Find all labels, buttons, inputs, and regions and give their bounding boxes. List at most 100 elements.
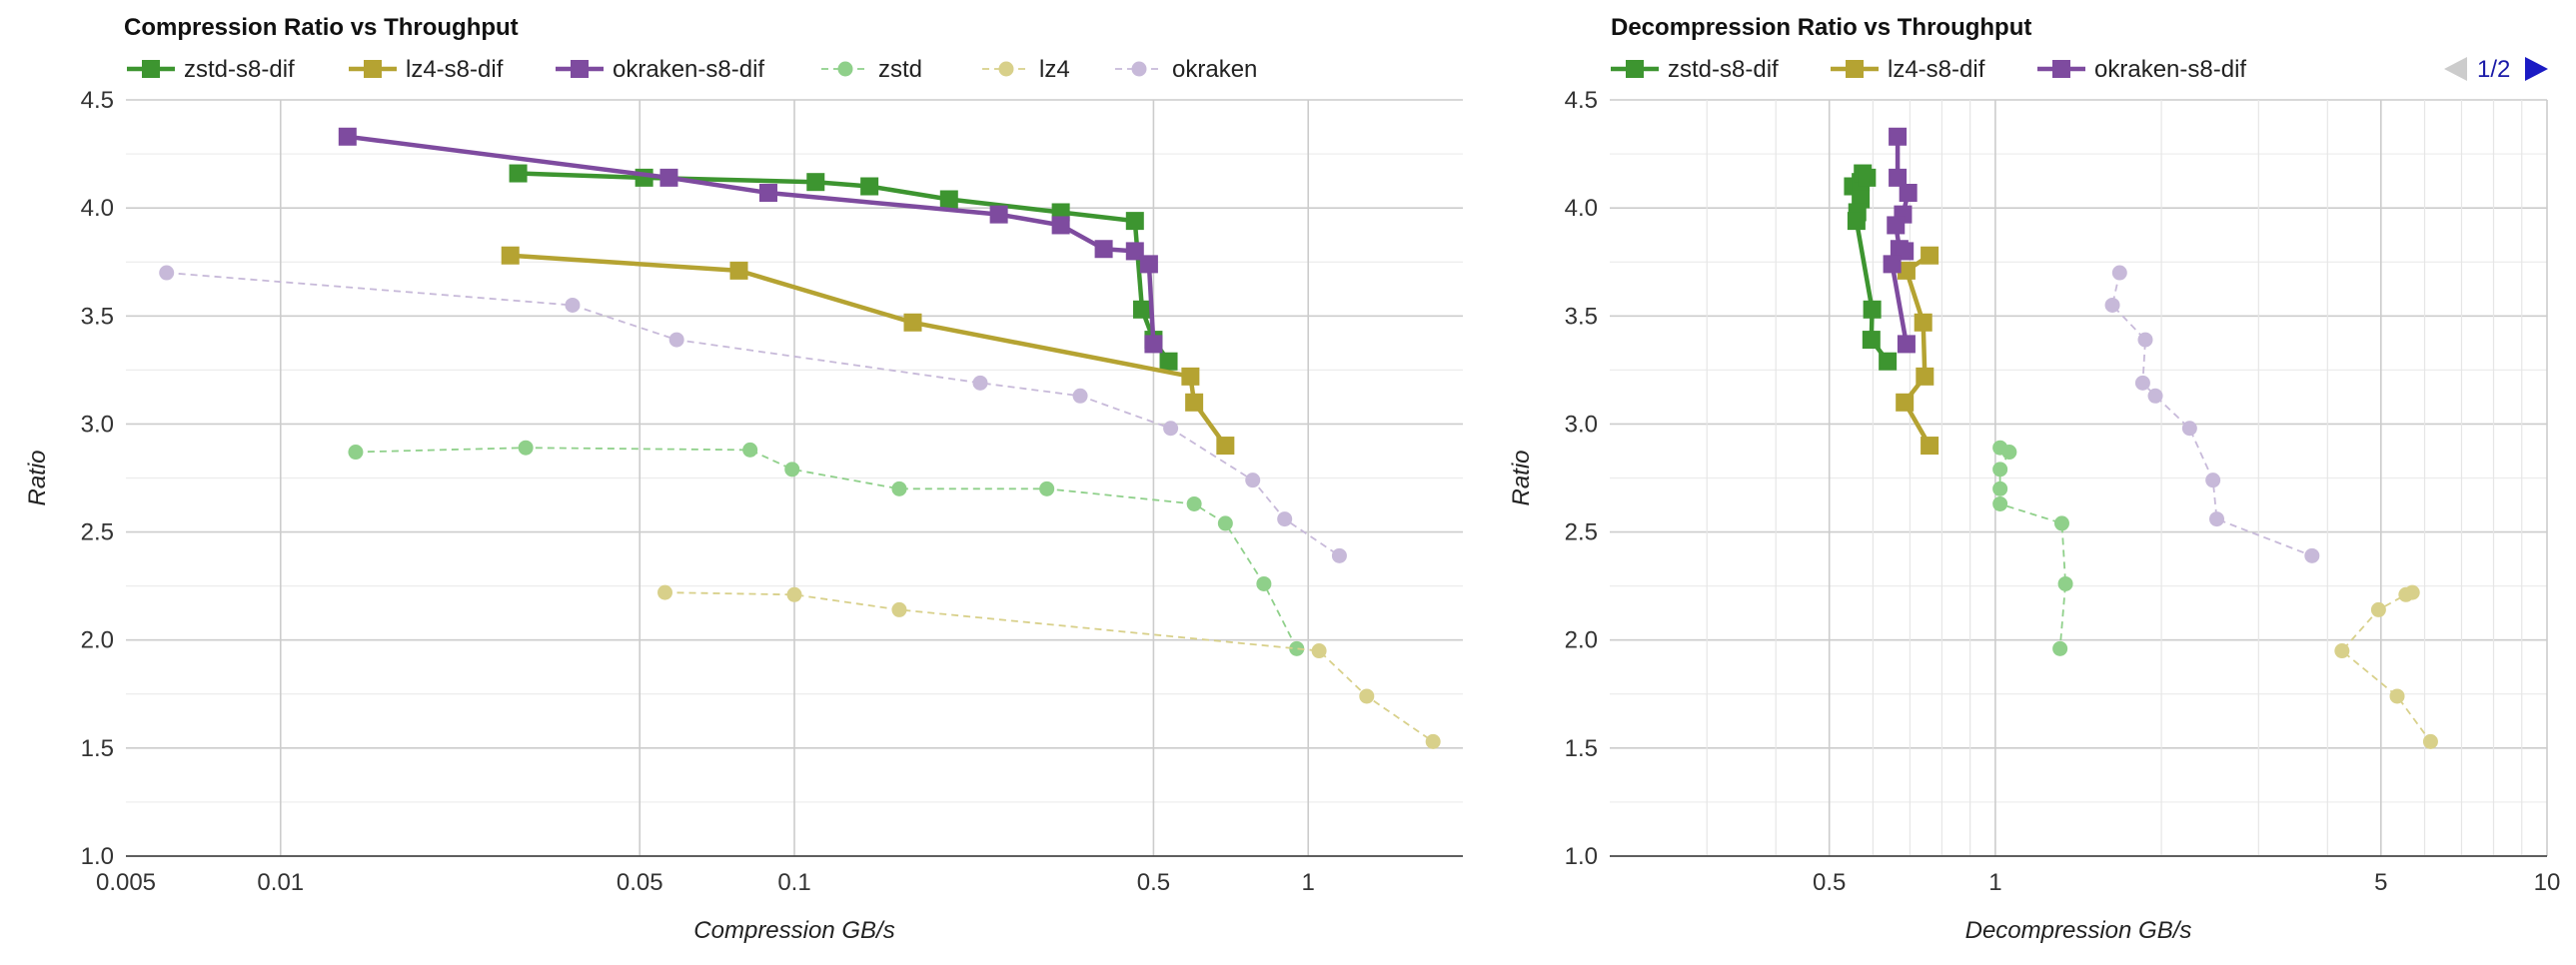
data-point[interactable] — [1051, 216, 1070, 235]
data-point[interactable] — [1897, 335, 1916, 354]
data-point[interactable] — [1216, 437, 1235, 456]
legend-item-zstd-s8-dif[interactable]: zstd-s8-dif — [127, 56, 295, 83]
data-point[interactable] — [1858, 168, 1877, 187]
legend-item-okraken-s8-dif[interactable]: okraken-s8-dif — [2037, 56, 2246, 83]
data-point[interactable] — [1217, 515, 1233, 531]
data-point[interactable] — [2370, 601, 2386, 617]
data-point[interactable] — [1992, 462, 2008, 478]
data-point[interactable] — [501, 246, 520, 265]
data-point[interactable] — [1863, 300, 1882, 319]
data-point[interactable] — [1359, 688, 1375, 704]
data-point[interactable] — [159, 265, 175, 281]
data-point[interactable] — [2052, 640, 2068, 656]
data-point[interactable] — [2389, 688, 2405, 704]
data-point[interactable] — [1125, 212, 1144, 231]
data-point[interactable] — [729, 261, 748, 280]
legend-item-zstd-s8-dif[interactable]: zstd-s8-dif — [1611, 56, 1779, 83]
data-point[interactable] — [1914, 313, 1932, 332]
data-point[interactable] — [2147, 388, 2163, 404]
data-point[interactable] — [1921, 246, 1939, 265]
data-point[interactable] — [1311, 643, 1327, 659]
data-point[interactable] — [1185, 393, 1204, 412]
data-point[interactable] — [1425, 733, 1441, 749]
legend-label: zstd — [878, 56, 922, 83]
data-point[interactable] — [1132, 300, 1151, 319]
data-point[interactable] — [1163, 421, 1179, 437]
legend-item-okraken[interactable]: okraken — [1115, 56, 1257, 83]
data-point[interactable] — [1916, 367, 1934, 386]
legend-item-lz4-s8-dif[interactable]: lz4-s8-dif — [349, 56, 504, 83]
data-point[interactable] — [1889, 168, 1908, 187]
y-tick-label: 4.5 — [81, 87, 114, 114]
data-point[interactable] — [1879, 352, 1898, 371]
data-point[interactable] — [891, 601, 907, 617]
data-point[interactable] — [939, 190, 958, 209]
data-point[interactable] — [1992, 481, 2008, 496]
data-point[interactable] — [786, 586, 802, 602]
data-point[interactable] — [2057, 575, 2073, 591]
x-tick-label: 1 — [1302, 869, 1315, 896]
data-point[interactable] — [1186, 495, 1202, 511]
data-point[interactable] — [659, 168, 678, 187]
data-point[interactable] — [1899, 184, 1918, 203]
legend-item-okraken-s8-dif[interactable]: okraken-s8-dif — [556, 56, 764, 83]
data-point[interactable] — [2053, 515, 2069, 531]
data-point[interactable] — [2104, 297, 2120, 313]
pager-next-icon[interactable] — [2525, 57, 2548, 81]
data-point[interactable] — [509, 164, 528, 183]
data-point[interactable] — [806, 173, 825, 192]
data-point[interactable] — [1144, 335, 1163, 354]
data-point[interactable] — [1039, 481, 1055, 496]
data-point[interactable] — [2209, 511, 2225, 527]
data-point[interactable] — [338, 127, 357, 146]
data-point[interactable] — [903, 313, 922, 332]
data-point[interactable] — [1256, 575, 1272, 591]
data-point[interactable] — [1139, 255, 1158, 274]
data-point[interactable] — [1862, 331, 1881, 350]
data-point[interactable] — [2181, 421, 2197, 437]
data-point[interactable] — [1094, 240, 1113, 259]
data-point[interactable] — [1125, 242, 1144, 261]
data-point[interactable] — [1992, 495, 2008, 511]
data-point[interactable] — [891, 481, 907, 496]
data-point[interactable] — [1277, 511, 1293, 527]
data-point[interactable] — [2001, 445, 2017, 461]
data-point[interactable] — [1289, 640, 1305, 656]
data-point[interactable] — [2137, 332, 2153, 348]
data-point[interactable] — [1847, 212, 1866, 231]
data-point[interactable] — [2111, 265, 2127, 281]
pager-prev-icon[interactable] — [2444, 57, 2467, 81]
data-point[interactable] — [2398, 586, 2414, 602]
data-point[interactable] — [758, 184, 777, 203]
data-point[interactable] — [742, 442, 758, 458]
data-point[interactable] — [1921, 437, 1939, 456]
data-point[interactable] — [635, 168, 653, 187]
legend-item-lz4[interactable]: lz4 — [982, 56, 1070, 83]
data-point[interactable] — [1887, 216, 1906, 235]
data-point[interactable] — [518, 440, 534, 456]
legend-item-lz4-s8-dif[interactable]: lz4-s8-dif — [1831, 56, 1985, 83]
data-point[interactable] — [565, 297, 581, 313]
data-point[interactable] — [1896, 393, 1915, 412]
data-point[interactable] — [668, 332, 684, 348]
data-point[interactable] — [989, 205, 1008, 224]
data-point[interactable] — [1883, 255, 1902, 274]
data-point[interactable] — [860, 177, 879, 196]
data-point[interactable] — [2422, 733, 2438, 749]
data-point[interactable] — [1159, 352, 1178, 371]
data-point[interactable] — [784, 462, 800, 478]
data-point[interactable] — [1331, 547, 1347, 563]
data-point[interactable] — [1897, 261, 1916, 280]
data-point[interactable] — [1889, 127, 1908, 146]
data-point[interactable] — [348, 445, 364, 461]
data-point[interactable] — [2134, 375, 2150, 391]
data-point[interactable] — [657, 584, 673, 600]
data-point[interactable] — [1181, 367, 1200, 386]
data-point[interactable] — [1072, 388, 1088, 404]
data-point[interactable] — [1245, 473, 1261, 488]
data-point[interactable] — [2304, 547, 2320, 563]
data-point[interactable] — [2334, 643, 2350, 659]
legend-item-zstd[interactable]: zstd — [821, 56, 922, 83]
data-point[interactable] — [2205, 473, 2221, 488]
data-point[interactable] — [972, 375, 988, 391]
